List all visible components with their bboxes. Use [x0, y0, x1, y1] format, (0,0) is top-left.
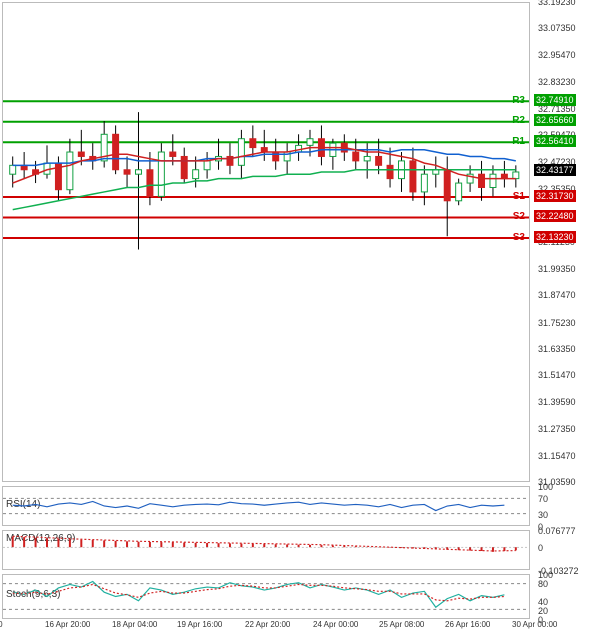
x-axis: 2:0016 Apr 20:0018 Apr 04:0019 Apr 16:00… [2, 620, 530, 634]
level-label-r1: R1 [512, 136, 525, 147]
level-label-r3: R3 [512, 95, 525, 106]
level-label-s2: S2 [513, 211, 525, 222]
level-label-s1: S1 [513, 191, 525, 202]
stoch-y-axis: 1008040200 [534, 574, 598, 619]
level-label-r2: R2 [512, 115, 525, 126]
rsi-panel[interactable]: RSI(14) [2, 486, 530, 526]
macd-panel[interactable]: MACD(12,26,9) [2, 530, 530, 570]
macd-y-axis: 0.0767770-0.103272 [534, 530, 598, 570]
stoch-label: Stoch(9,6,3) [6, 589, 60, 600]
stoch-panel[interactable]: Stoch(9,6,3) [2, 574, 530, 619]
rsi-y-axis: 10070300 [534, 486, 598, 526]
macd-label: MACD(12,26,9) [6, 533, 75, 544]
rsi-label: RSI(14) [6, 499, 40, 510]
main-price-chart[interactable]: R3 R2 R1 S1 S2 S3 [2, 2, 530, 482]
level-label-s3: S3 [513, 232, 525, 243]
main-y-axis: 33.1923033.0735032.9547032.8323032.71350… [534, 2, 598, 482]
